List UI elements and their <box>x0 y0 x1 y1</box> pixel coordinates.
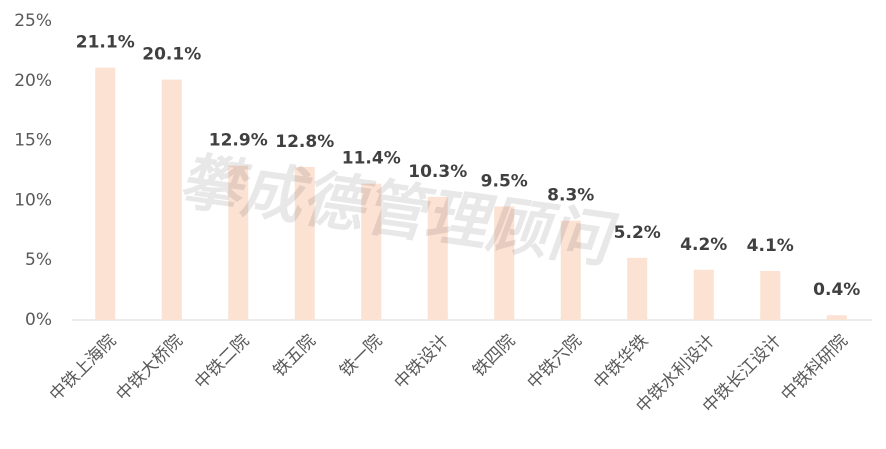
x-tick-label: 中铁二院 <box>191 331 253 393</box>
y-tick-label: 5% <box>25 250 52 270</box>
y-tick-label: 15% <box>14 131 52 151</box>
bar <box>161 79 182 320</box>
bar <box>760 270 781 320</box>
x-tick-label: 中铁华铁 <box>590 331 652 393</box>
x-tick-label: 铁四院 <box>469 331 519 381</box>
bar <box>693 269 714 320</box>
bar <box>427 196 448 320</box>
value-label: 21.1% <box>76 33 135 53</box>
bar <box>361 183 382 320</box>
x-tick-label: 中铁设计 <box>391 331 453 393</box>
bar <box>228 165 249 320</box>
bar <box>494 206 515 320</box>
x-tick-label: 铁一院 <box>336 331 386 381</box>
value-label: 9.5% <box>481 171 528 191</box>
value-label: 4.1% <box>747 236 794 256</box>
x-tick-label: 中铁大桥院 <box>113 331 187 405</box>
value-label: 12.8% <box>275 132 334 152</box>
value-label: 10.3% <box>408 162 467 182</box>
x-tick-label: 中铁六院 <box>524 331 586 393</box>
bar <box>294 166 315 320</box>
value-label: 8.3% <box>547 186 594 206</box>
value-label: 5.2% <box>614 223 661 243</box>
value-label: 20.1% <box>142 45 201 65</box>
bar <box>95 67 116 320</box>
bar <box>826 315 847 320</box>
y-tick-label: 20% <box>14 71 52 91</box>
bar <box>560 220 581 320</box>
y-tick-label: 10% <box>14 190 52 210</box>
value-label: 11.4% <box>342 149 401 169</box>
x-tick-label: 铁五院 <box>270 331 320 381</box>
x-tick-label: 中铁科研院 <box>778 331 852 405</box>
y-tick-label: 25% <box>14 11 52 31</box>
value-label: 12.9% <box>209 131 268 151</box>
bar <box>627 257 648 320</box>
value-label: 0.4% <box>813 280 860 300</box>
x-tick-label: 中铁上海院 <box>46 331 120 405</box>
value-label: 4.2% <box>680 235 727 255</box>
y-tick-label: 0% <box>25 310 52 330</box>
